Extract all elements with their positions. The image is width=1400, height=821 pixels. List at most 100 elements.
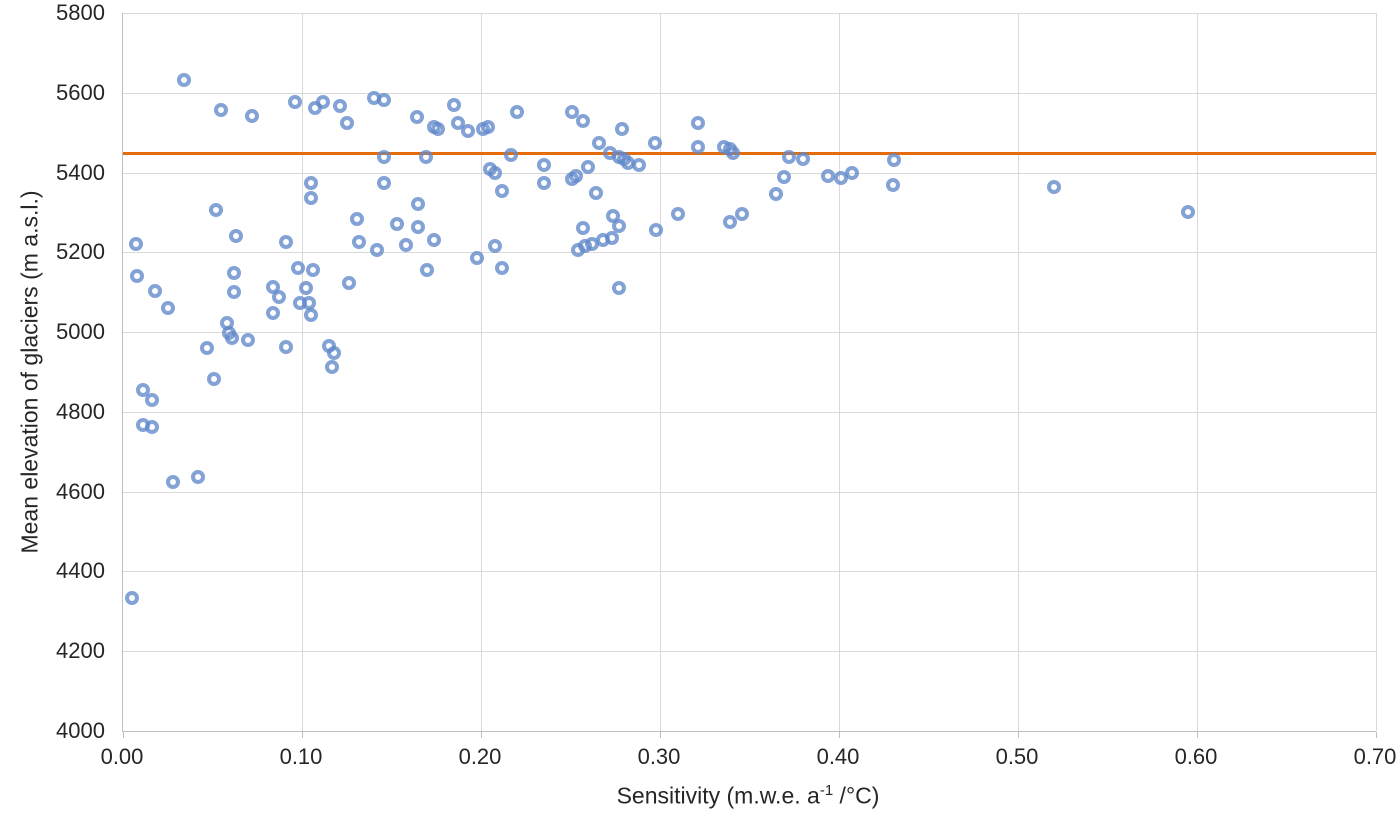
data-point [769,187,784,202]
data-point [631,158,646,173]
data-point [420,263,435,278]
data-point [291,261,306,276]
x-axis-title: Sensitivity (m.w.e. a-1 /°C) [617,782,880,810]
x-axis-tickmark-0.50 [1018,732,1019,738]
data-point [228,228,243,243]
data-point [128,237,143,252]
data-point [592,135,607,150]
data-point [536,175,551,190]
data-point [611,281,626,296]
gridline-y-5800 [123,13,1376,14]
data-point [200,341,215,356]
data-point [287,94,302,109]
gridline-y-4400 [123,571,1376,573]
data-point [565,171,580,186]
gridline-x-0.60 [1197,13,1198,731]
data-point [844,165,859,180]
data-point [1046,180,1061,195]
data-point [341,275,356,290]
x-axis-title-superscript: -1 [819,782,834,799]
data-point [461,124,476,139]
data-point [670,206,685,221]
data-point [339,115,354,130]
data-point [796,152,811,167]
data-point [278,235,293,250]
mean-elevation-reference-line [123,151,1376,155]
gridline-y-4600 [123,491,1376,493]
y-tick-label-4000: 4000 [56,718,105,743]
y-tick-label-5800: 5800 [56,0,105,25]
data-point [389,216,404,231]
gridline-y-5000 [123,332,1376,334]
data-point [352,235,367,250]
data-point [887,152,902,167]
data-point [144,393,159,408]
data-point [316,95,331,110]
gridline-x-0.40 [839,13,840,731]
data-point [226,266,241,281]
data-point [166,475,181,490]
data-point [470,250,485,265]
data-point [735,207,750,222]
data-point [821,169,836,184]
gridline-x-0.70 [1376,13,1377,731]
x-tick-label-0.10: 0.10 [279,744,323,769]
data-point [303,308,318,323]
data-point [481,120,496,135]
data-point [536,157,551,172]
data-point [214,102,229,117]
x-tick-label-0.60: 0.60 [1174,744,1218,769]
data-point [327,345,342,360]
data-point [581,159,596,174]
gridline-x-0.10 [302,13,303,731]
data-point [576,113,591,128]
data-point [241,333,256,348]
data-point [690,140,705,155]
x-axis-tickmark-0.60 [1197,732,1198,738]
data-point [350,212,365,227]
x-tick-label-0.50: 0.50 [995,744,1039,769]
x-tick-label-0.00: 0.00 [100,744,144,769]
data-point [509,104,524,119]
x-tick-label-0.30: 0.30 [637,744,681,769]
data-point [833,170,848,185]
gridline-y-4800 [123,411,1376,413]
data-point [431,121,446,136]
data-point [411,220,426,235]
data-point [427,233,442,248]
data-point [160,301,175,316]
y-tick-label-4400: 4400 [56,558,105,584]
x-axis-tickmark-0.10 [302,732,303,738]
data-point [488,165,503,180]
y-tick-label-5400: 5400 [56,159,105,185]
gridline-y-5400 [123,172,1376,174]
data-point [447,97,462,112]
data-point [148,284,163,299]
data-point [722,215,737,230]
plot-area [122,13,1377,738]
data-point [565,104,580,119]
x-tick-label-0.70: 0.70 [1353,744,1397,769]
gridline-x-0.20 [481,13,482,731]
data-point [409,109,424,124]
data-point [776,169,791,184]
data-point [885,177,900,192]
data-point [377,150,392,165]
data-point [495,183,510,198]
x-tick-label-0.20: 0.20 [458,744,502,769]
data-point [604,230,619,245]
data-point [488,239,503,254]
data-point [781,149,796,164]
data-point [495,261,510,276]
data-point [615,122,630,137]
gridline-y-5200 [123,252,1376,254]
data-point [576,220,591,235]
gridline-y-5600 [123,92,1376,94]
data-point [377,92,392,107]
x-axis-tickmark-0.70 [1376,732,1377,738]
gridline-y-4200 [123,651,1376,653]
gridline-x-0.50 [1018,13,1019,731]
data-point [124,591,139,606]
data-point [649,222,664,237]
